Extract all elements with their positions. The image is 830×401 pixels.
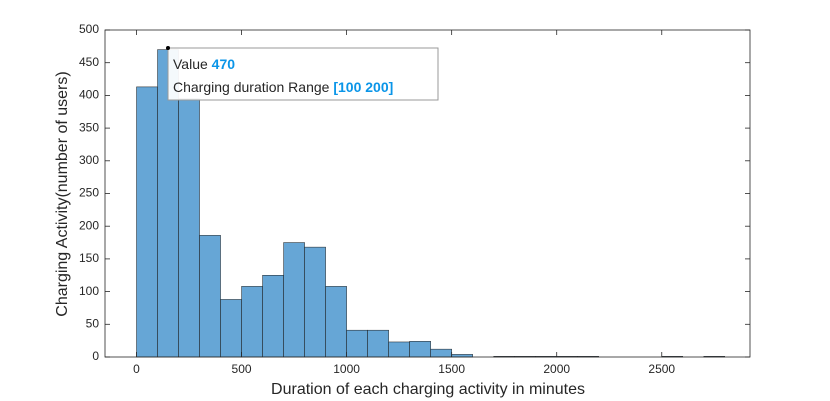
tip-line: Charging duration Range [100 200] xyxy=(173,79,393,95)
bar xyxy=(241,286,263,358)
y-tick-label: 400 xyxy=(79,88,99,102)
data-tip-marker xyxy=(166,46,170,50)
tip-label: Charging duration Range xyxy=(173,79,330,95)
y-axis-label: Charging Activity(number of users) xyxy=(54,71,71,316)
x-tick-label: 0 xyxy=(133,362,140,376)
bar xyxy=(367,329,389,358)
bar xyxy=(199,235,221,358)
y-tick-label: 150 xyxy=(79,251,99,265)
y-tick-label: 500 xyxy=(79,22,99,36)
y-tick-label: 0 xyxy=(92,349,99,363)
x-tick-label: 500 xyxy=(232,362,252,376)
ticks: 0 50 100 150 200 250 300 350 400 450 500 0 500 1000 15… xyxy=(79,22,750,376)
bar xyxy=(304,246,326,358)
tip-line: Value 470 xyxy=(173,56,235,72)
bars xyxy=(136,49,726,358)
x-axis-label: Duration of each charging activity in mi… xyxy=(271,381,585,398)
tip-value: [100 200] xyxy=(333,79,393,95)
bar xyxy=(178,98,200,358)
tip-label: Value xyxy=(173,56,208,72)
y-tick-label: 50 xyxy=(86,316,100,330)
data-tip-box xyxy=(167,47,439,101)
bar xyxy=(325,286,347,358)
y-tick-label: 200 xyxy=(79,218,99,232)
x-tick-label: 1500 xyxy=(438,362,465,376)
y-tick-label: 350 xyxy=(79,120,99,134)
x-tick-label: 2000 xyxy=(543,362,570,376)
bar xyxy=(136,86,158,358)
data-tip: Value 470 Charging duration Range [100 2… xyxy=(166,46,439,101)
x-tick-label: 1000 xyxy=(333,362,360,376)
bar xyxy=(430,348,452,358)
tip-value: 470 xyxy=(212,56,236,72)
bar xyxy=(283,242,305,358)
x-tick-label: 2500 xyxy=(648,362,675,376)
bar xyxy=(220,299,242,358)
bar xyxy=(409,341,431,358)
bar xyxy=(346,329,368,358)
y-tick-label: 250 xyxy=(79,186,99,200)
y-tick-label: 450 xyxy=(79,55,99,69)
y-tick-label: 100 xyxy=(79,284,99,298)
bar xyxy=(262,275,284,358)
y-tick-label: 300 xyxy=(79,153,99,167)
bar xyxy=(388,341,410,358)
